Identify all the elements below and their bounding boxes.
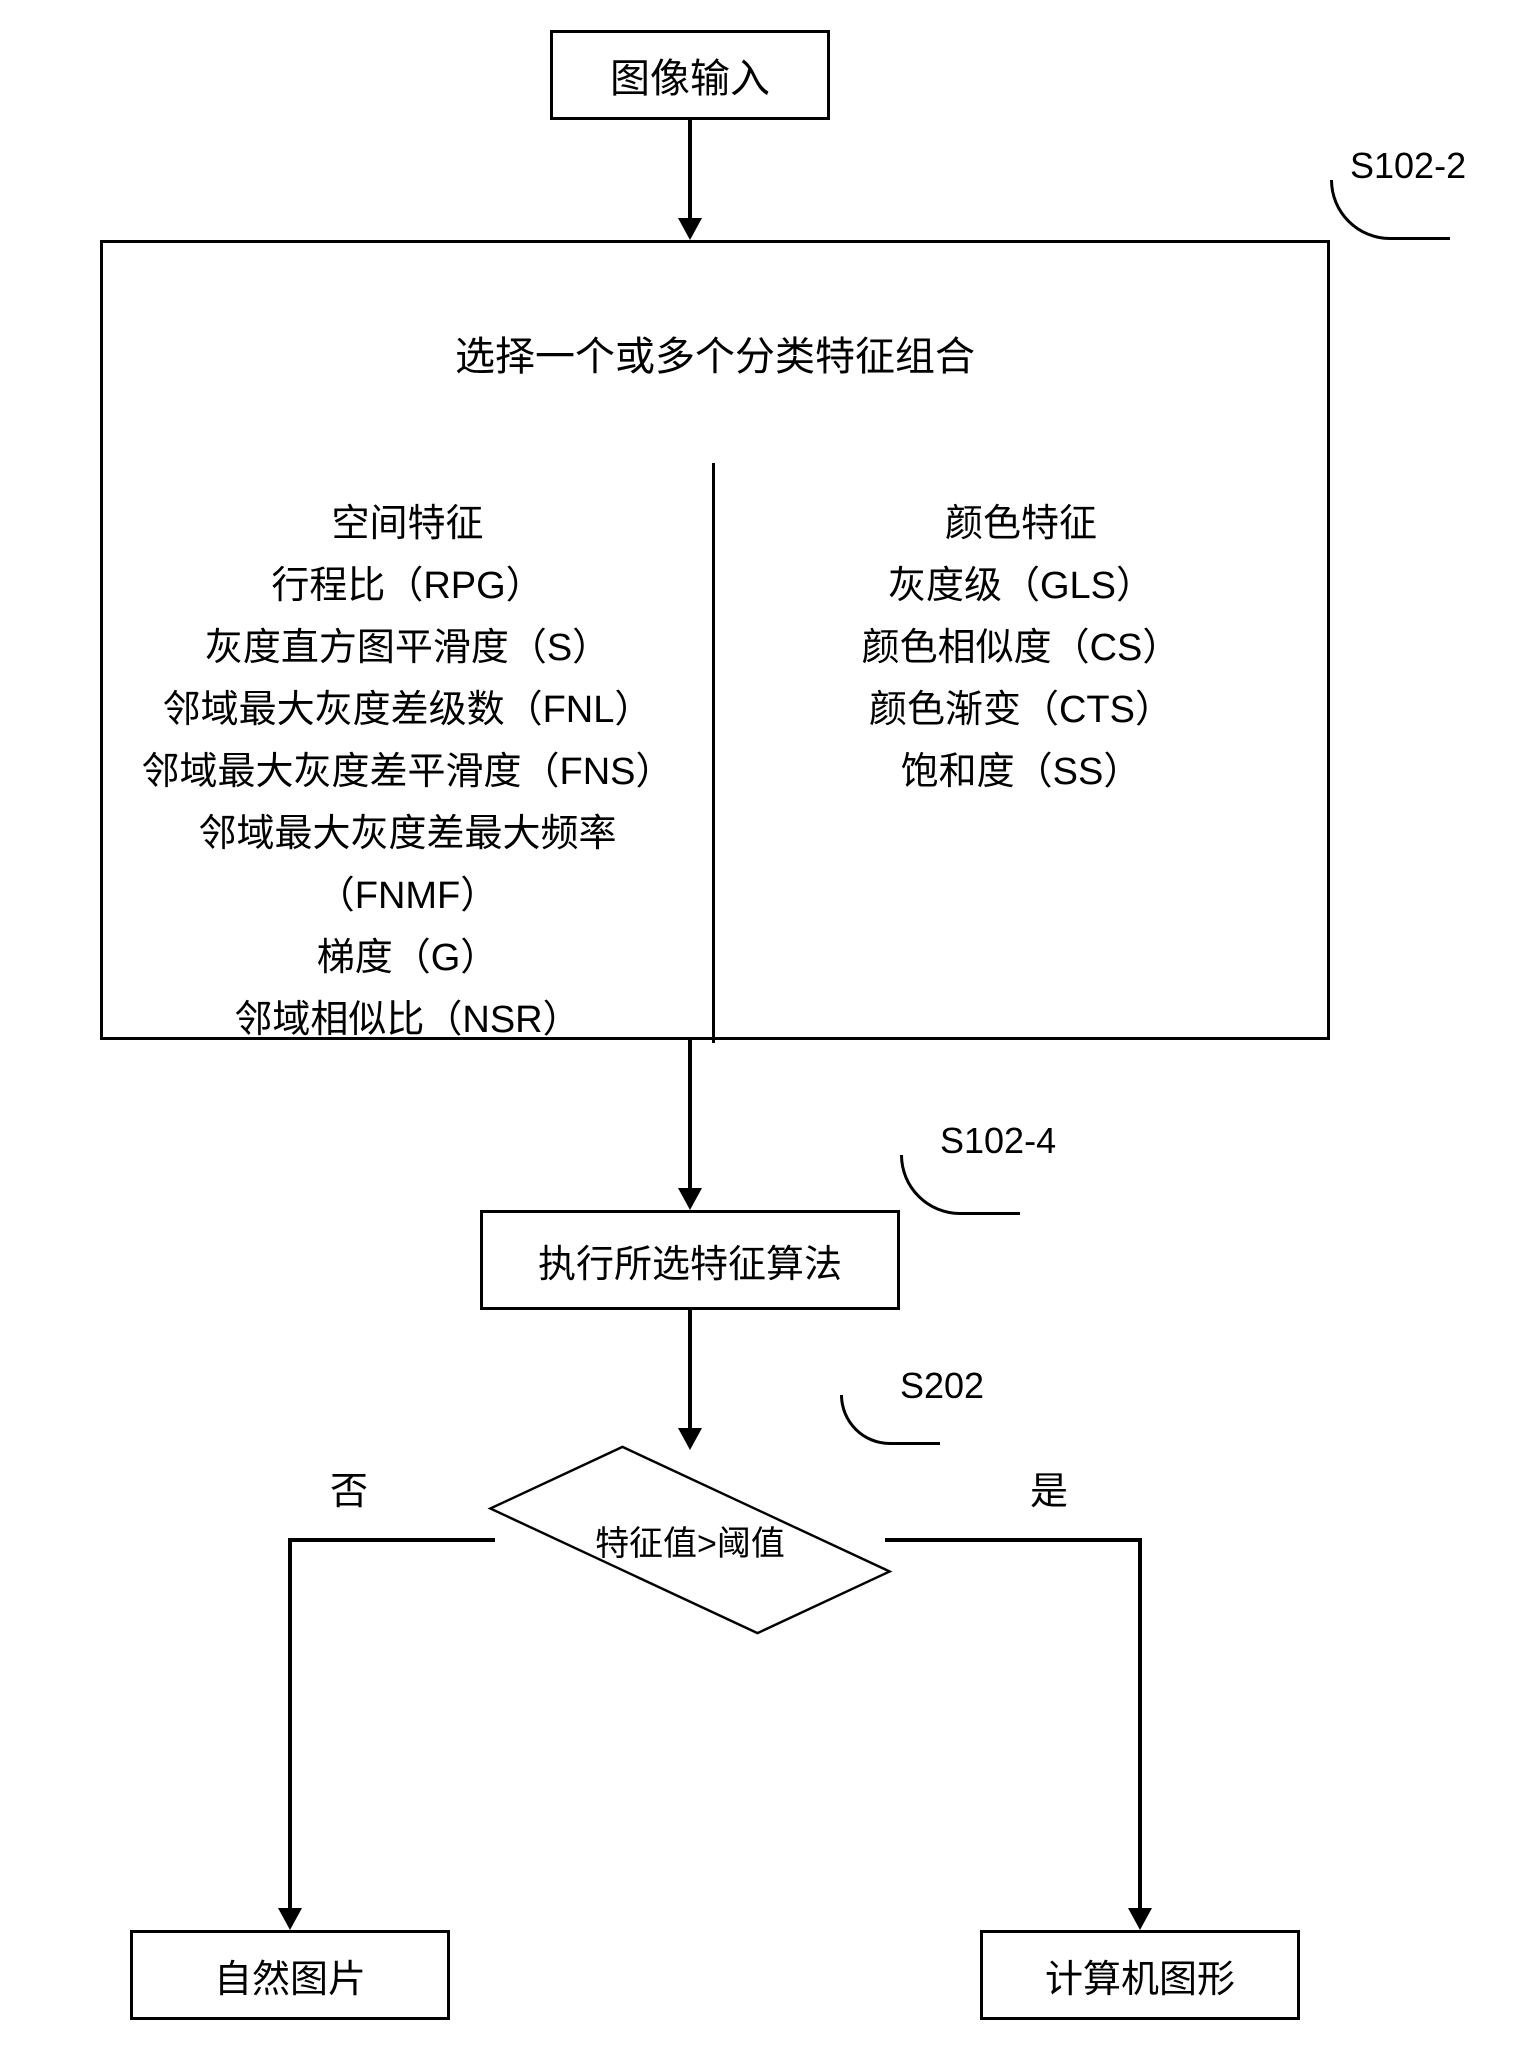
arrowhead-1 (678, 218, 702, 240)
branch-yes-label: 是 (1030, 1460, 1068, 1515)
spatial-item: 梯度（G） (103, 927, 712, 989)
feature-columns: 空间特征 行程比（RPG） 灰度直方图平滑度（S） 邻域最大灰度差级数（FNL）… (103, 463, 1327, 1043)
arrowhead-no (278, 1908, 302, 1930)
color-item: 颜色相似度（CS） (715, 617, 1327, 679)
node-exec: 执行所选特征算法 (480, 1210, 900, 1310)
node-output-natural: 自然图片 (130, 1930, 450, 2020)
color-item: 灰度级（GLS） (715, 555, 1327, 617)
step-label-s102-4: S102-4 (940, 1120, 1056, 1162)
edge-exec-decision (688, 1310, 692, 1430)
arrowhead-2 (678, 1188, 702, 1210)
spatial-item: 邻域最大灰度差平滑度（FNS） (103, 741, 712, 803)
node-select-title: 选择一个或多个分类特征组合 (103, 243, 1327, 463)
spatial-item: 邻域相似比（NSR） (103, 989, 712, 1051)
branch-no-label: 否 (330, 1460, 368, 1515)
node-select-features: 选择一个或多个分类特征组合 空间特征 行程比（RPG） 灰度直方图平滑度（S） … (100, 240, 1330, 1040)
spatial-header: 空间特征 (103, 493, 712, 555)
output-natural-label: 自然图片 (214, 1948, 366, 2003)
output-cg-label: 计算机图形 (1045, 1948, 1235, 2003)
spatial-item: 灰度直方图平滑度（S） (103, 617, 712, 679)
edge-decision-no-v (288, 1538, 292, 1913)
spatial-features-col: 空间特征 行程比（RPG） 灰度直方图平滑度（S） 邻域最大灰度差级数（FNL）… (103, 463, 715, 1043)
arrowhead-yes (1128, 1908, 1152, 1930)
edge-decision-no-h (290, 1538, 495, 1542)
decision-label: 特征值>阈值 (490, 1440, 890, 1640)
leader-s102-2 (1330, 180, 1450, 240)
edge-decision-yes-v (1138, 1538, 1142, 1913)
spatial-item: （FNMF） (103, 865, 712, 927)
node-decision: 特征值>阈值 (490, 1440, 890, 1640)
color-item: 饱和度（SS） (715, 741, 1327, 803)
color-header: 颜色特征 (715, 493, 1327, 555)
node-input: 图像输入 (550, 30, 830, 120)
color-item: 颜色渐变（CTS） (715, 679, 1327, 741)
color-features-col: 颜色特征 灰度级（GLS） 颜色相似度（CS） 颜色渐变（CTS） 饱和度（SS… (715, 463, 1327, 1043)
spatial-item: 邻域最大灰度差最大频率 (103, 803, 712, 865)
edge-decision-yes-h (885, 1538, 1140, 1542)
leader-s102-4 (900, 1155, 1020, 1215)
step-label-s202: S202 (900, 1365, 984, 1407)
select-title-text: 选择一个或多个分类特征组合 (455, 324, 975, 382)
spatial-item: 行程比（RPG） (103, 555, 712, 617)
node-output-cg: 计算机图形 (980, 1930, 1300, 2020)
edge-select-exec (688, 1040, 692, 1190)
spatial-item: 邻域最大灰度差级数（FNL） (103, 679, 712, 741)
edge-input-select (688, 120, 692, 220)
node-exec-label: 执行所选特征算法 (538, 1233, 842, 1288)
node-input-label: 图像输入 (610, 46, 770, 104)
step-label-s102-2: S102-2 (1350, 145, 1466, 187)
